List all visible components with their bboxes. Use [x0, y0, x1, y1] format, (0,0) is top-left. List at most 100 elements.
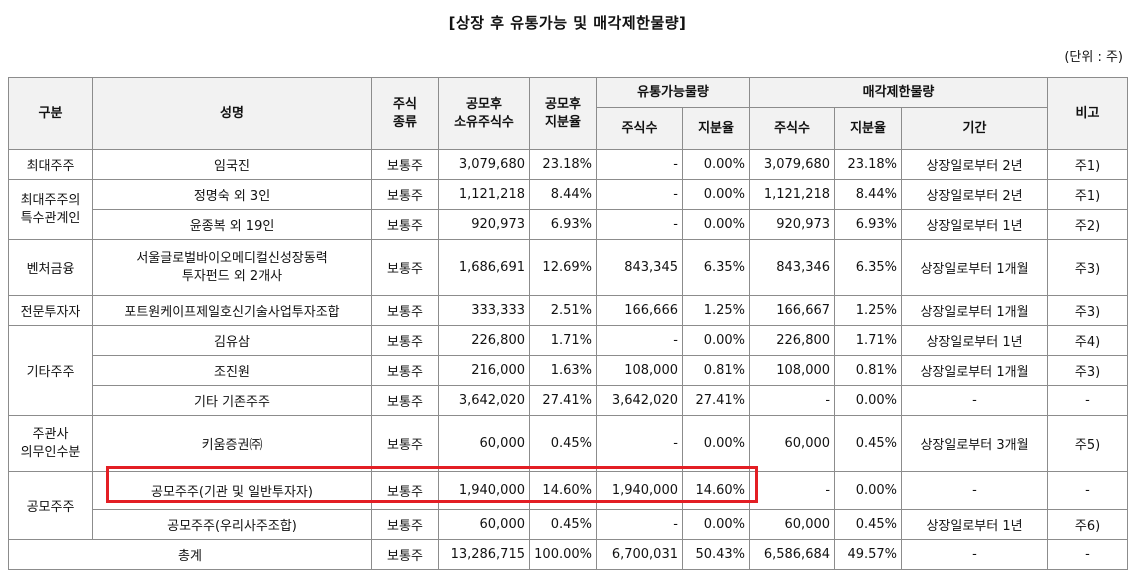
remark: 주3): [1047, 355, 1129, 386]
restricted-ratio: 0.81%: [834, 355, 903, 386]
tradable-ratio: 0.00%: [681, 415, 751, 472]
restricted-ratio: 0.00%: [834, 471, 903, 510]
post-ipo-shares: 920,973: [438, 209, 530, 240]
tradable-shares: 843,345: [596, 239, 683, 296]
header-restricted-ratio: 지분율: [834, 107, 903, 150]
table-row: 최대주주 임국진 보통주 3,079,680 23.18% - 0.00% 3,…: [8, 149, 1129, 180]
restricted-ratio: 6.93%: [834, 209, 903, 240]
group-label: 공모주주: [8, 471, 93, 540]
restriction-period: 상장일로부터 1년: [901, 325, 1049, 356]
group-label: 벤처금융: [8, 239, 93, 296]
restricted-ratio: 23.18%: [834, 149, 903, 180]
group-label: 최대주주의 특수관계인: [8, 179, 93, 240]
holder-name: 공모주주(기관 및 일반투자자): [92, 471, 372, 510]
restricted-shares: -: [749, 385, 836, 416]
restricted-shares: 60,000: [749, 509, 836, 540]
tradable-ratio: 14.60%: [681, 471, 751, 510]
post-ipo-ratio: 1.63%: [529, 355, 597, 386]
tradable-shares: 6,700,031: [596, 539, 683, 570]
restriction-period: 상장일로부터 3개월: [901, 415, 1049, 472]
total-row: 총계 보통주 13,286,715 100.00% 6,700,031 50.4…: [8, 539, 1129, 570]
stock-type: 보통주: [371, 385, 439, 416]
restriction-period: -: [901, 539, 1049, 570]
remark: -: [1047, 385, 1129, 416]
post-ipo-shares: 3,079,680: [438, 149, 530, 180]
restricted-ratio: 0.00%: [834, 385, 903, 416]
header-period: 기간: [901, 107, 1049, 150]
restricted-shares: 6,586,684: [749, 539, 836, 570]
tradable-shares: 3,642,020: [596, 385, 683, 416]
restricted-ratio: 49.57%: [834, 539, 903, 570]
remark: 주4): [1047, 325, 1129, 356]
remark: 주1): [1047, 179, 1129, 210]
holder-name: 기타 기존주주: [92, 385, 372, 416]
header-restricted: 매각제한물량: [749, 77, 1049, 108]
post-ipo-shares: 3,642,020: [438, 385, 530, 416]
stock-type: 보통주: [371, 539, 439, 570]
post-ipo-shares: 1,121,218: [438, 179, 530, 210]
holder-name: 키움증권㈜: [92, 415, 372, 472]
restricted-ratio: 0.45%: [834, 415, 903, 472]
remark: 주5): [1047, 415, 1129, 472]
table-row: 벤처금융 서울글로벌바이오메디컬신성장동력 투자펀드 외 2개사 보통주 1,68…: [8, 239, 1129, 296]
holder-name: 윤종복 외 19인: [92, 209, 372, 240]
restricted-shares: 1,121,218: [749, 179, 836, 210]
restricted-shares: 108,000: [749, 355, 836, 386]
restricted-shares: -: [749, 471, 836, 510]
post-ipo-shares: 1,940,000: [438, 471, 530, 510]
header-tradable: 유통가능물량: [595, 77, 751, 108]
restricted-shares: 226,800: [749, 325, 836, 356]
tradable-shares: 108,000: [596, 355, 683, 386]
stock-type: 보통주: [371, 355, 439, 386]
group-label: 주관사 의무인수분: [8, 415, 93, 472]
restriction-period: 상장일로부터 1년: [901, 209, 1049, 240]
post-ipo-ratio: 14.60%: [529, 471, 597, 510]
tradable-ratio: 0.00%: [681, 325, 751, 356]
holder-name: 김유삼: [92, 325, 372, 356]
table-row: 윤종복 외 19인 보통주 920,973 6.93% - 0.00% 920,…: [9, 209, 1129, 240]
group-label: 최대주주: [8, 149, 93, 180]
remark: 주3): [1047, 239, 1129, 296]
restricted-shares: 843,346: [749, 239, 836, 296]
tradable-shares: -: [596, 179, 683, 210]
table-row: 주관사 의무인수분 키움증권㈜ 보통주 60,000 0.45% - 0.00% …: [8, 415, 1129, 472]
tradable-ratio: 1.25%: [681, 295, 751, 326]
post-ipo-ratio: 0.45%: [529, 509, 597, 540]
tradable-ratio: 27.41%: [681, 385, 751, 416]
tradable-shares: -: [596, 325, 683, 356]
stock-type: 보통주: [371, 295, 439, 326]
header-category: 구분: [8, 77, 93, 150]
tradable-shares: 166,666: [596, 295, 683, 326]
tradable-shares: -: [596, 149, 683, 180]
post-ipo-ratio: 0.45%: [529, 415, 597, 472]
restriction-period: -: [901, 385, 1049, 416]
stock-type: 보통주: [371, 415, 439, 472]
header-stock-type: 주식 종류: [371, 77, 439, 150]
post-ipo-shares: 333,333: [438, 295, 530, 326]
tradable-ratio: 0.00%: [681, 179, 751, 210]
table-title: [상장 후 유통가능 및 매각제한물량]: [448, 14, 687, 32]
restricted-ratio: 0.45%: [834, 509, 903, 540]
header-restricted-shares: 주식수: [749, 107, 836, 150]
post-ipo-shares: 216,000: [438, 355, 530, 386]
unit-label: (단위 : 주): [1064, 50, 1123, 65]
tradable-ratio: 6.35%: [681, 239, 751, 296]
remark: -: [1047, 471, 1129, 510]
post-ipo-ratio: 2.51%: [529, 295, 597, 326]
table-body: 최대주주 임국진 보통주 3,079,680 23.18% - 0.00% 3,…: [8, 149, 1129, 570]
post-ipo-shares: 13,286,715: [438, 539, 530, 570]
table-row: 공모주주(우리사주조합) 보통주 60,000 0.45% - 0.00% 60…: [9, 509, 1129, 540]
restricted-shares: 60,000: [749, 415, 836, 472]
remark: -: [1047, 539, 1129, 570]
tradable-shares: 1,940,000: [596, 471, 683, 510]
restriction-period: 상장일로부터 2년: [901, 179, 1049, 210]
tradable-shares: -: [596, 209, 683, 240]
header-post-ipo-ratio: 공모후 지분율: [529, 77, 597, 150]
tradable-ratio: 0.00%: [681, 209, 751, 240]
restricted-ratio: 8.44%: [834, 179, 903, 210]
restricted-shares: 166,667: [749, 295, 836, 326]
remark: 주6): [1047, 509, 1129, 540]
header-name: 성명: [92, 77, 372, 150]
post-ipo-ratio: 100.00%: [529, 539, 597, 570]
restriction-period: 상장일로부터 1개월: [901, 239, 1049, 296]
